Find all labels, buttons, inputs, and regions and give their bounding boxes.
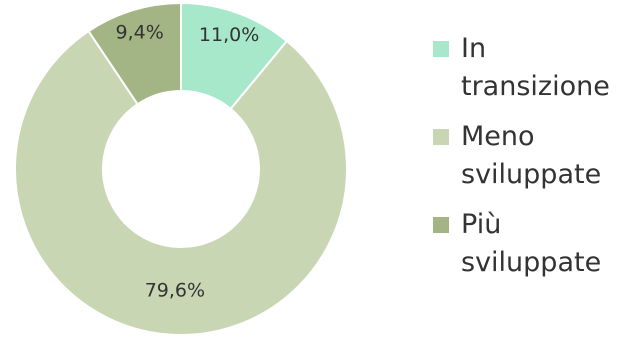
legend-swatch xyxy=(433,217,449,233)
data-label-2: 9,4% xyxy=(116,22,164,44)
legend-label-line: sviluppate xyxy=(461,247,602,278)
data-label-1: 79,6% xyxy=(145,279,205,301)
legend-label-line: Più xyxy=(461,209,502,240)
legend-item-piu-sviluppate: Più sviluppate xyxy=(433,206,610,282)
legend-label-line: In xyxy=(461,33,487,64)
legend-swatch xyxy=(433,129,449,145)
legend-label-line: sviluppate xyxy=(461,159,602,190)
legend-item-meno-sviluppate: Meno sviluppate xyxy=(433,118,610,194)
data-label-0: 11,0% xyxy=(199,24,259,46)
donut-slice-2 xyxy=(87,1,182,106)
legend-swatch xyxy=(433,41,449,57)
legend-label-line: Meno xyxy=(461,121,535,152)
legend-label-line: transizione xyxy=(461,71,610,102)
legend: In transizione Meno sviluppate Più svilu… xyxy=(433,30,610,294)
donut-slice-1 xyxy=(14,29,348,336)
donut-chart: 11,0% 79,6% 9,4% xyxy=(14,1,348,336)
legend-item-in-transizione: In transizione xyxy=(433,30,610,106)
